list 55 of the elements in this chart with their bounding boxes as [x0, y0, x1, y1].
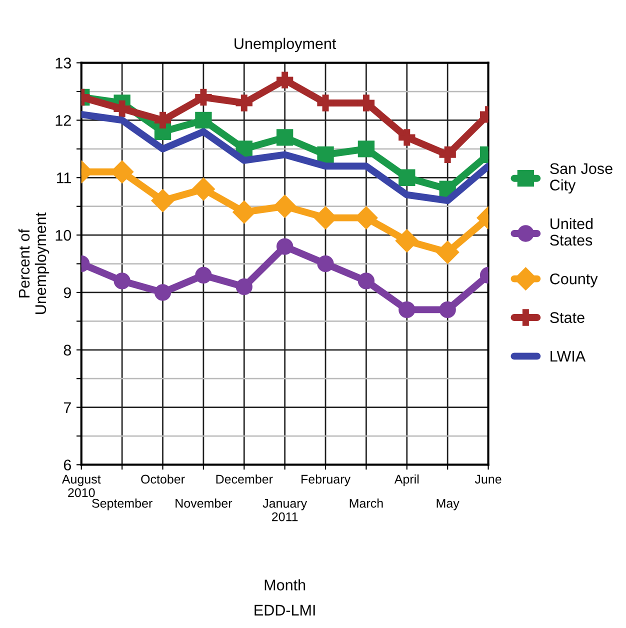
text: EDD-LMI — [254, 604, 315, 616]
x-tick-label: January 2011 — [262, 499, 308, 522]
point — [236, 94, 252, 112]
y-tick-label: 13 — [56, 58, 71, 68]
legend-label: County — [550, 274, 598, 288]
point — [236, 278, 252, 296]
x-tick-label: March — [350, 498, 383, 508]
point — [398, 169, 416, 186]
point — [114, 272, 130, 290]
y-tick-label: 7 — [64, 402, 71, 413]
point — [358, 140, 375, 158]
x-tick-label: May — [436, 499, 460, 510]
point — [195, 112, 212, 129]
x-tick-label: June — [474, 474, 502, 484]
point — [154, 284, 172, 301]
y-tick-label: 9 — [64, 287, 71, 298]
point — [195, 266, 212, 284]
point — [114, 100, 130, 118]
point — [154, 112, 172, 129]
legend-label: United States — [550, 218, 593, 246]
y-tick-label: 8 — [64, 344, 71, 356]
point — [436, 240, 460, 264]
point — [439, 146, 456, 163]
x-tick-label: November — [176, 498, 232, 508]
x-tick-label: September — [92, 498, 152, 510]
y-tick-label: 6 — [64, 460, 71, 470]
point — [276, 238, 294, 255]
point — [151, 189, 174, 212]
point — [395, 229, 418, 252]
legend-label: LWIA — [550, 351, 586, 362]
point — [317, 255, 334, 272]
legend-label: San Jose City — [550, 163, 612, 194]
point — [232, 200, 256, 224]
point — [192, 178, 215, 201]
y-tick-label: 11 — [56, 172, 71, 184]
point — [195, 88, 212, 106]
legend-label: State — [550, 312, 584, 324]
x-tick-label: December — [216, 474, 273, 484]
point — [276, 72, 294, 88]
chart-title: Unemployment — [234, 38, 336, 52]
x-tick-label: February — [302, 474, 351, 486]
y-axis-title: Percent of Unemployment — [18, 212, 50, 314]
x-tick-label: August 2010 — [62, 474, 101, 498]
point — [398, 301, 416, 318]
x-tick-label: April — [394, 474, 419, 486]
y-tick-label: 12 — [56, 115, 71, 126]
point — [398, 129, 416, 146]
point — [317, 146, 334, 163]
point — [273, 194, 296, 218]
y-tick-label: 10 — [56, 230, 72, 241]
point — [439, 301, 456, 318]
x-tick-label: October — [141, 474, 185, 484]
point — [358, 272, 375, 290]
point — [276, 129, 294, 146]
x-axis-title: Month — [264, 579, 306, 590]
